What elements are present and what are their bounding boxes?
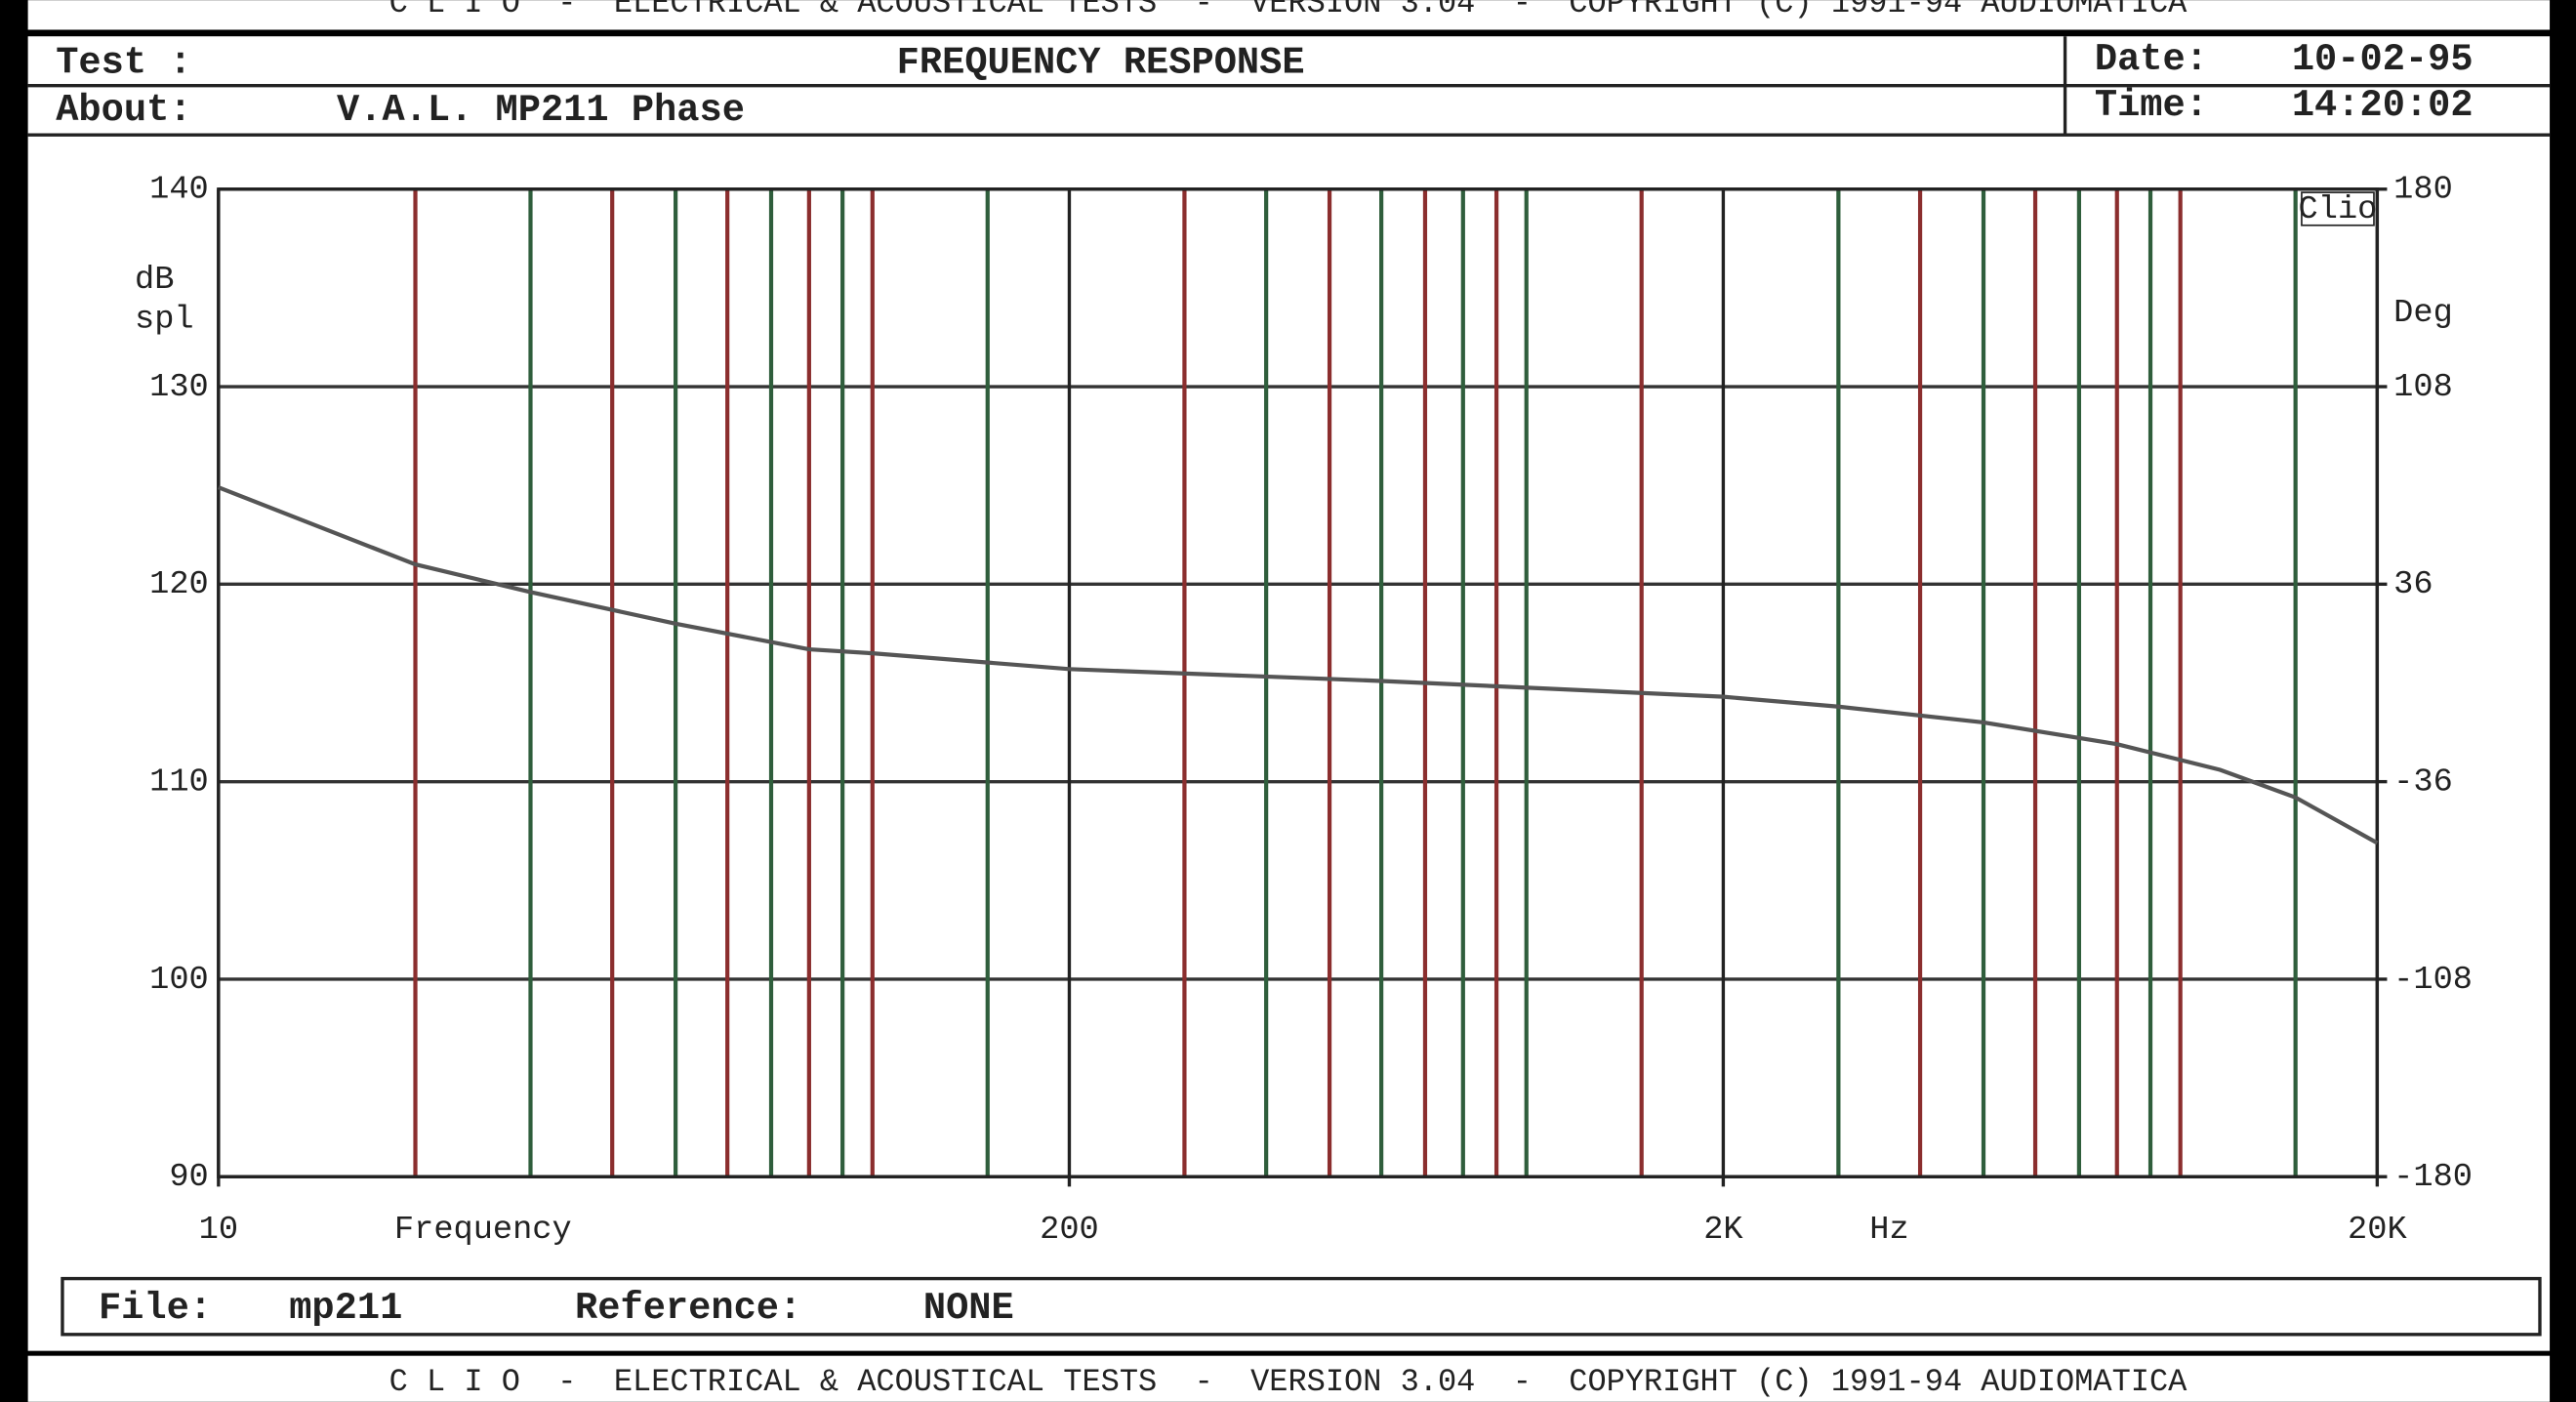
- plot-frame: [217, 187, 2380, 1178]
- time-label: Time:: [2095, 84, 2208, 127]
- watermark: Clio: [2299, 191, 2378, 228]
- y2-tick-label: 180: [2393, 172, 2453, 209]
- main-panel: [27, 36, 2551, 1351]
- response-curve: [218, 485, 2379, 845]
- date-label: Date:: [2095, 38, 2208, 81]
- y2-tick-label: 108: [2393, 369, 2453, 406]
- y-label: spl: [135, 302, 194, 339]
- y-label: dB: [135, 262, 174, 299]
- x-unit: Hz: [1869, 1212, 1908, 1249]
- about-label: About:: [56, 89, 191, 132]
- y-tick-label: 130: [149, 369, 209, 406]
- y-tick-label: 120: [149, 566, 209, 603]
- x-tick-label: 200: [1040, 1212, 1099, 1249]
- test-label: Test :: [56, 41, 191, 84]
- top-banner-bg: [27, 0, 2551, 30]
- reference: NONE: [923, 1287, 1014, 1330]
- bottom-banner: C L I O - ELECTRICAL & ACOUSTICAL TESTS …: [389, 1364, 2188, 1400]
- y-tick-label: 140: [149, 172, 209, 209]
- reference-label: Reference:: [575, 1287, 801, 1330]
- x-tick-label: 2K: [1703, 1212, 1743, 1249]
- plot: 90 100 110 120 130 140 -180 -108 -36 36 108 180 10 20…: [135, 172, 2473, 1249]
- about: V.A.L. MP211 Phase: [337, 89, 745, 132]
- y-tick-label: 110: [149, 764, 209, 802]
- y2-tick-label: 36: [2393, 566, 2433, 603]
- x-tick-label: 20K: [2348, 1212, 2407, 1249]
- y2-label: Deg: [2393, 295, 2453, 332]
- top-banner: C L I O - ELECTRICAL & ACOUSTICAL TESTS …: [389, 0, 2188, 21]
- time: 14:20:02: [2292, 84, 2474, 127]
- date: 10-02-95: [2292, 38, 2474, 81]
- bottom-banner-bg: [27, 1355, 2551, 1402]
- y-tick-label: 100: [149, 962, 209, 999]
- watermark-box: [2301, 191, 2375, 227]
- x-tick-label: 10: [199, 1212, 238, 1249]
- y2-tick-label: -36: [2393, 764, 2453, 802]
- footer-box: [61, 1276, 2542, 1337]
- test-title: FREQUENCY RESPONSE: [897, 41, 1305, 84]
- x-label: Frequency: [394, 1212, 572, 1249]
- file-name: mp211: [289, 1287, 402, 1330]
- file-label: File:: [99, 1287, 212, 1330]
- y2-tick-label: -180: [2393, 1159, 2473, 1196]
- y-tick-label: 90: [169, 1159, 208, 1196]
- y2-tick-label: -108: [2393, 962, 2473, 999]
